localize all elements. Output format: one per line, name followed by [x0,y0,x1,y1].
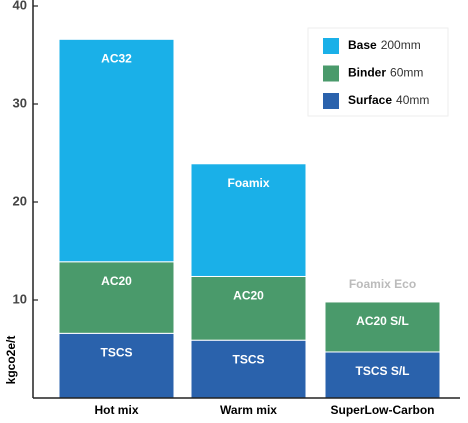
legend-thickness: 60mm [390,66,423,80]
bar-segment [190,339,307,399]
legend-swatch [323,38,339,54]
segment-label: TSCS [100,345,132,359]
segment-label: AC20 S/L [356,314,409,328]
legend-thickness: 200mm [381,38,421,52]
y-axis-label: kgco2e/t [4,336,18,385]
y-tick-label: 30 [13,95,27,110]
segment-label: AC20 [233,289,264,303]
bar-segment [190,163,307,277]
y-tick-label: 40 [13,0,27,12]
legend-thickness: 40mm [396,93,429,107]
legend-name: Binder [348,66,386,80]
bar-segment [58,38,175,263]
bar-segment [58,261,175,334]
legend-name: Base [348,38,377,52]
x-tick-label: Warm mix [220,403,277,417]
bar-segment [190,275,307,341]
segment-label: TSCS S/L [355,364,409,378]
x-tick-label: SuperLow-Carbon [331,403,435,417]
segment-label: TSCS [232,352,264,366]
legend-entry: Binder 60mm [348,66,423,80]
segment-label: AC20 [101,274,132,288]
legend-entry: Base 200mm [348,38,421,52]
x-tick-label: Hot mix [94,403,138,417]
y-tick-label: 10 [13,291,27,306]
legend-swatch [323,65,339,82]
segment-label: AC32 [101,51,132,65]
bar-segment [58,332,175,399]
legend-name: Surface [348,93,392,107]
legend-entry: Surface 40mm [348,93,429,107]
bar-segment [324,301,441,353]
legend-swatch [323,93,339,109]
segment-label: Foamix [227,176,269,190]
y-tick-label: 20 [13,193,27,208]
segment-label: Foamix Eco [349,277,416,291]
